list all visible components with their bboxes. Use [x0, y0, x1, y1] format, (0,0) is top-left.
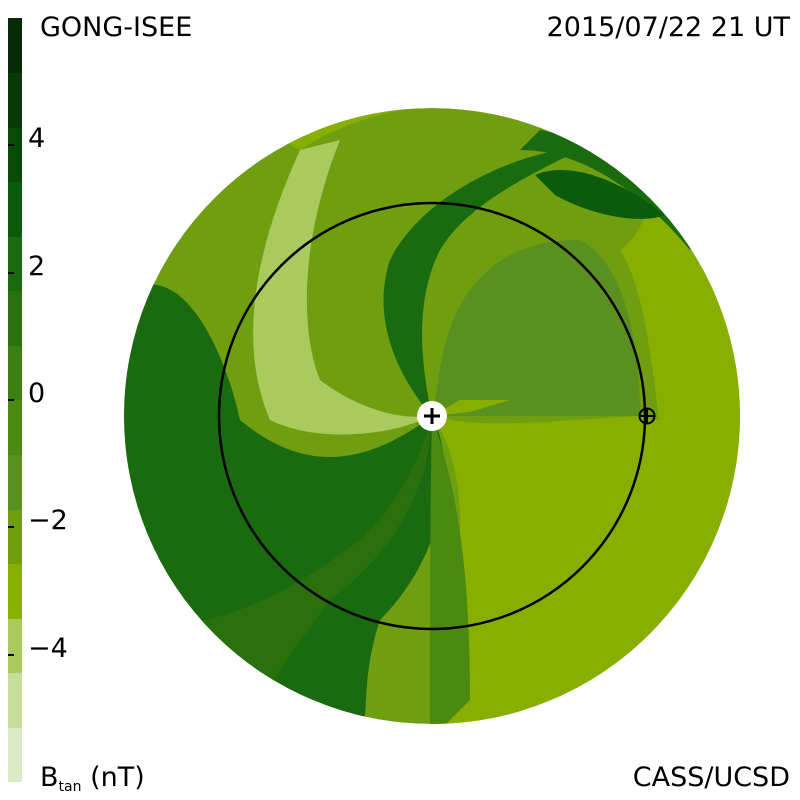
colorbar-level [8, 454, 22, 510]
colorbar-tick-mark [8, 653, 14, 656]
region-negative-east [430, 400, 740, 724]
colorbar [8, 18, 22, 783]
quantity-subscript: tan [58, 779, 82, 795]
colorbar-level [8, 563, 22, 619]
region-north-olive [280, 108, 420, 150]
colorbar-level [8, 18, 22, 74]
region-spiral-dark [383, 140, 600, 416]
colorbar-level [8, 672, 22, 728]
colorbar-level [8, 127, 22, 183]
colorbar-tick-label: 0 [28, 378, 46, 409]
region-south-band [430, 416, 470, 724]
unit-text: (nT) [90, 762, 145, 793]
quantity-symbol: B [40, 762, 59, 793]
colorbar-level [8, 181, 22, 237]
colorbar-tick-label: −4 [28, 632, 68, 664]
colorbar-level [8, 236, 22, 292]
colorbar-tick-mark [8, 271, 14, 274]
credit-label: CASS/UCSD [632, 762, 790, 793]
colorbar-level [8, 72, 22, 128]
colorbar-level [8, 345, 22, 401]
colorbar-unit-label: Btan (nT) [40, 764, 145, 794]
colorbar-level [8, 727, 22, 783]
region-spiral-light [253, 140, 432, 435]
colorbar-tick-label: 4 [28, 123, 46, 155]
region-north-darkest [535, 169, 665, 219]
sun-icon [417, 401, 447, 431]
earth-icon [638, 407, 656, 425]
timestamp-label: 2015/07/22 21 UT [546, 12, 790, 43]
source-label: GONG-ISEE [40, 12, 193, 43]
colorbar-tick-mark [8, 399, 14, 401]
colorbar-level [8, 509, 22, 565]
colorbar-tick-label: −2 [28, 505, 68, 537]
colorbar-tick-mark [8, 526, 14, 529]
region-inner-spur [432, 400, 510, 416]
colorbar-level [8, 290, 22, 346]
colorbar-level [8, 618, 22, 674]
region-inner-east [432, 240, 640, 416]
colorbar-level [8, 400, 22, 456]
colorbar-tick-mark [8, 144, 14, 147]
colorbar-tick-label: 2 [28, 250, 46, 282]
